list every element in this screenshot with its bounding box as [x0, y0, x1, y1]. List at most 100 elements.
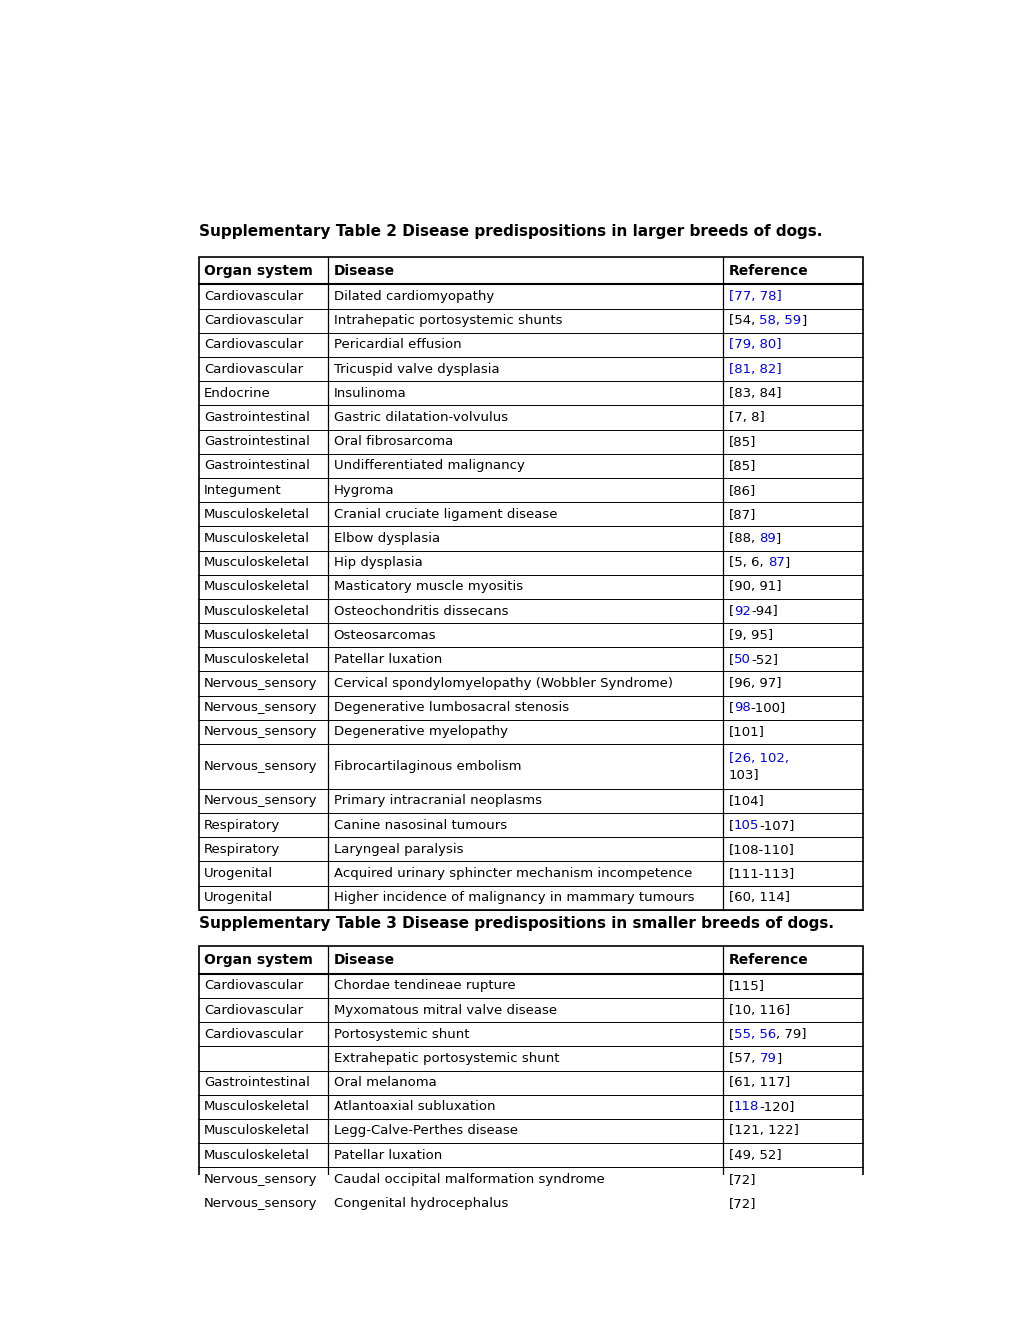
- Text: 118: 118: [734, 1101, 758, 1113]
- Text: -107]: -107]: [758, 818, 794, 832]
- Text: Hygroma: Hygroma: [333, 483, 394, 496]
- Text: Organ system: Organ system: [204, 264, 313, 277]
- Text: 103]: 103]: [728, 768, 758, 781]
- Text: Musculoskeletal: Musculoskeletal: [204, 556, 310, 569]
- Text: [49, 52]: [49, 52]: [728, 1148, 781, 1162]
- Text: Reference: Reference: [728, 264, 808, 277]
- Text: Laryngeal paralysis: Laryngeal paralysis: [333, 842, 463, 855]
- Text: [79, 80]: [79, 80]: [728, 338, 781, 351]
- Text: Supplementary Table 2 Disease predispositions in larger breeds of dogs.: Supplementary Table 2 Disease predisposi…: [199, 224, 821, 239]
- Text: [90, 91]: [90, 91]: [728, 581, 781, 593]
- Text: ]: ]: [775, 532, 781, 545]
- Text: 92: 92: [734, 605, 750, 618]
- Text: ]: ]: [801, 314, 806, 327]
- Text: Dilated cardiomyopathy: Dilated cardiomyopathy: [333, 290, 493, 304]
- Text: Cardiovascular: Cardiovascular: [204, 314, 303, 327]
- Text: Nervous_sensory: Nervous_sensory: [204, 760, 317, 774]
- Text: Endocrine: Endocrine: [204, 387, 271, 400]
- Text: Integument: Integument: [204, 483, 281, 496]
- Text: Elbow dysplasia: Elbow dysplasia: [333, 532, 439, 545]
- Text: Nervous_sensory: Nervous_sensory: [204, 677, 317, 690]
- Text: [86]: [86]: [728, 483, 755, 496]
- Text: Portosystemic shunt: Portosystemic shunt: [333, 1028, 469, 1040]
- Text: Cardiovascular: Cardiovascular: [204, 979, 303, 993]
- Text: [121, 122]: [121, 122]: [728, 1125, 798, 1138]
- Text: [: [: [728, 653, 734, 665]
- Text: Nervous_sensory: Nervous_sensory: [204, 1173, 317, 1185]
- Text: [5, 6,: [5, 6,: [728, 556, 767, 569]
- Text: 50: 50: [734, 653, 750, 665]
- Text: Gastrointestinal: Gastrointestinal: [204, 436, 310, 449]
- Text: [96, 97]: [96, 97]: [728, 677, 781, 690]
- Text: Musculoskeletal: Musculoskeletal: [204, 581, 310, 593]
- Text: Musculoskeletal: Musculoskeletal: [204, 653, 310, 665]
- Text: Reference: Reference: [728, 953, 808, 968]
- Text: [: [: [728, 818, 734, 832]
- Text: Cervical spondylomyelopathy (Wobbler Syndrome): Cervical spondylomyelopathy (Wobbler Syn…: [333, 677, 672, 690]
- Text: Insulinoma: Insulinoma: [333, 387, 406, 400]
- Text: -52]: -52]: [750, 653, 777, 665]
- Text: 79: 79: [758, 1052, 775, 1065]
- Text: -120]: -120]: [758, 1101, 794, 1113]
- Text: , 79]: , 79]: [775, 1028, 806, 1040]
- Text: Nervous_sensory: Nervous_sensory: [204, 701, 317, 714]
- Text: Respiratory: Respiratory: [204, 842, 280, 855]
- Text: Oral fibrosarcoma: Oral fibrosarcoma: [333, 436, 452, 449]
- Text: Hip dysplasia: Hip dysplasia: [333, 556, 422, 569]
- Text: 87: 87: [767, 556, 784, 569]
- Text: -100]: -100]: [750, 701, 786, 714]
- Bar: [199, 257, 862, 909]
- Text: Oral melanoma: Oral melanoma: [333, 1076, 436, 1089]
- Text: 89: 89: [758, 532, 775, 545]
- Text: Patellar luxation: Patellar luxation: [333, 1148, 441, 1162]
- Text: Cardiovascular: Cardiovascular: [204, 290, 303, 304]
- Text: Atlantoaxial subluxation: Atlantoaxial subluxation: [333, 1101, 494, 1113]
- Text: Disease: Disease: [333, 953, 394, 968]
- Text: [: [: [728, 1028, 734, 1040]
- Text: Supplementary Table 3 Disease predispositions in smaller breeds of dogs.: Supplementary Table 3 Disease predisposi…: [199, 916, 833, 931]
- Text: [61, 117]: [61, 117]: [728, 1076, 790, 1089]
- Text: Organ system: Organ system: [204, 953, 313, 968]
- Text: Musculoskeletal: Musculoskeletal: [204, 1125, 310, 1138]
- Bar: [199, 946, 862, 1216]
- Text: 58, 59: 58, 59: [758, 314, 801, 327]
- Text: Musculoskeletal: Musculoskeletal: [204, 1148, 310, 1162]
- Text: [85]: [85]: [728, 436, 755, 449]
- Text: [115]: [115]: [728, 979, 764, 993]
- Text: Degenerative myelopathy: Degenerative myelopathy: [333, 726, 507, 738]
- Text: [54,: [54,: [728, 314, 758, 327]
- Text: Tricuspid valve dysplasia: Tricuspid valve dysplasia: [333, 363, 498, 376]
- Text: Musculoskeletal: Musculoskeletal: [204, 532, 310, 545]
- Text: [83, 84]: [83, 84]: [728, 387, 781, 400]
- Text: Cardiovascular: Cardiovascular: [204, 1003, 303, 1016]
- Text: [85]: [85]: [728, 459, 755, 473]
- Text: [88,: [88,: [728, 532, 758, 545]
- Text: [57,: [57,: [728, 1052, 758, 1065]
- Text: Canine nasosinal tumours: Canine nasosinal tumours: [333, 818, 506, 832]
- Text: Nervous_sensory: Nervous_sensory: [204, 795, 317, 808]
- Text: Cranial cruciate ligament disease: Cranial cruciate ligament disease: [333, 508, 556, 521]
- Text: ]: ]: [784, 556, 789, 569]
- Text: Chordae tendineae rupture: Chordae tendineae rupture: [333, 979, 515, 993]
- Text: Gastrointestinal: Gastrointestinal: [204, 459, 310, 473]
- Text: [87]: [87]: [728, 508, 755, 521]
- Text: Disease: Disease: [333, 264, 394, 277]
- Text: Osteosarcomas: Osteosarcomas: [333, 628, 436, 642]
- Text: Higher incidence of malignancy in mammary tumours: Higher incidence of malignancy in mammar…: [333, 891, 694, 904]
- Text: Degenerative lumbosacral stenosis: Degenerative lumbosacral stenosis: [333, 701, 569, 714]
- Text: Musculoskeletal: Musculoskeletal: [204, 1101, 310, 1113]
- Text: [: [: [728, 605, 734, 618]
- Text: Fibrocartilaginous embolism: Fibrocartilaginous embolism: [333, 760, 521, 774]
- Text: [7, 8]: [7, 8]: [728, 411, 764, 424]
- Text: Legg-Calve-Perthes disease: Legg-Calve-Perthes disease: [333, 1125, 518, 1138]
- Text: Musculoskeletal: Musculoskeletal: [204, 605, 310, 618]
- Text: Congenital hydrocephalus: Congenital hydrocephalus: [333, 1197, 507, 1210]
- Text: Cardiovascular: Cardiovascular: [204, 363, 303, 376]
- Text: [10, 116]: [10, 116]: [728, 1003, 789, 1016]
- Text: Nervous_sensory: Nervous_sensory: [204, 726, 317, 738]
- Text: [: [: [728, 1101, 734, 1113]
- Text: Gastric dilatation-volvulus: Gastric dilatation-volvulus: [333, 411, 507, 424]
- Text: Undifferentiated malignancy: Undifferentiated malignancy: [333, 459, 524, 473]
- Text: Nervous_sensory: Nervous_sensory: [204, 1197, 317, 1210]
- Text: Patellar luxation: Patellar luxation: [333, 653, 441, 665]
